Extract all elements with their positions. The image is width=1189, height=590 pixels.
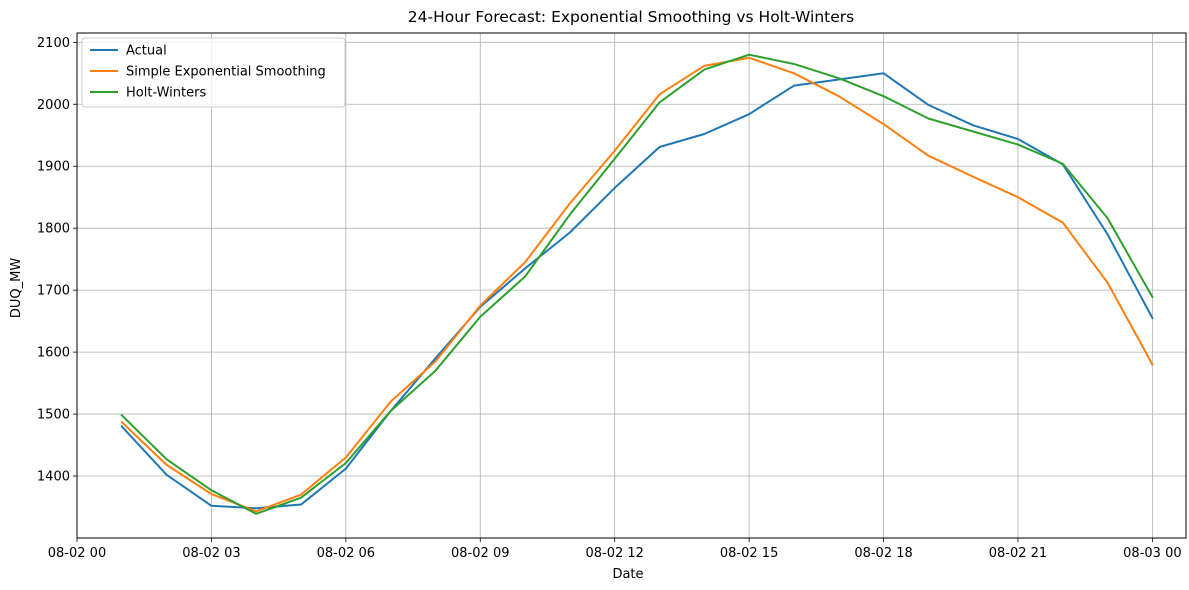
- x-tick-label: 08-02 06: [317, 546, 375, 561]
- series-lines: [120, 53, 1154, 515]
- x-tick-label: 08-03 00: [1123, 546, 1181, 561]
- chart-title: 24-Hour Forecast: Exponential Smoothing …: [408, 8, 854, 26]
- y-axis-label: DUQ_MW: [9, 258, 24, 318]
- legend-label-actual: Actual: [126, 44, 167, 59]
- legend: Actual Simple Exponential Smoothing Holt-W…: [81, 37, 346, 108]
- y-tick-label: 1600: [37, 346, 70, 361]
- x-tick-label: 08-02 00: [48, 546, 106, 561]
- legend-label-simple-exponential-smoothing: Simple Exponential Smoothing: [126, 65, 326, 80]
- x-tick-label: 08-02 15: [720, 546, 778, 561]
- legend-label-holt-winters: Holt-Winters: [126, 86, 206, 101]
- y-tick-label: 1700: [37, 284, 70, 299]
- series-line-simple-exponential-smoothing: [120, 56, 1154, 513]
- y-tick-label: 2100: [37, 36, 70, 51]
- plot-frame: [76, 32, 1187, 539]
- x-tick-label: 08-02 18: [854, 546, 912, 561]
- series-line-holt-winters: [120, 53, 1154, 515]
- y-tick-label: 1800: [37, 222, 70, 237]
- x-tick-label: 08-02 03: [182, 546, 240, 561]
- grid: [76, 33, 1186, 538]
- x-tick-label: 08-02 21: [989, 546, 1047, 561]
- y-tick-label: 1500: [37, 408, 70, 423]
- x-axis-label: Date: [612, 567, 643, 582]
- x-tick-label: 08-02 09: [451, 546, 509, 561]
- legend-box: [81, 37, 346, 108]
- axis-ticks: 08-02 00 08-02 03 08-02 06 08-02 09 08-02 12…: [37, 36, 1182, 561]
- series-line-actual: [120, 72, 1154, 510]
- y-tick-label: 2000: [37, 98, 70, 113]
- y-tick-label: 1900: [37, 160, 70, 175]
- x-tick-label: 08-02 12: [585, 546, 643, 561]
- y-tick-label: 1400: [37, 470, 70, 485]
